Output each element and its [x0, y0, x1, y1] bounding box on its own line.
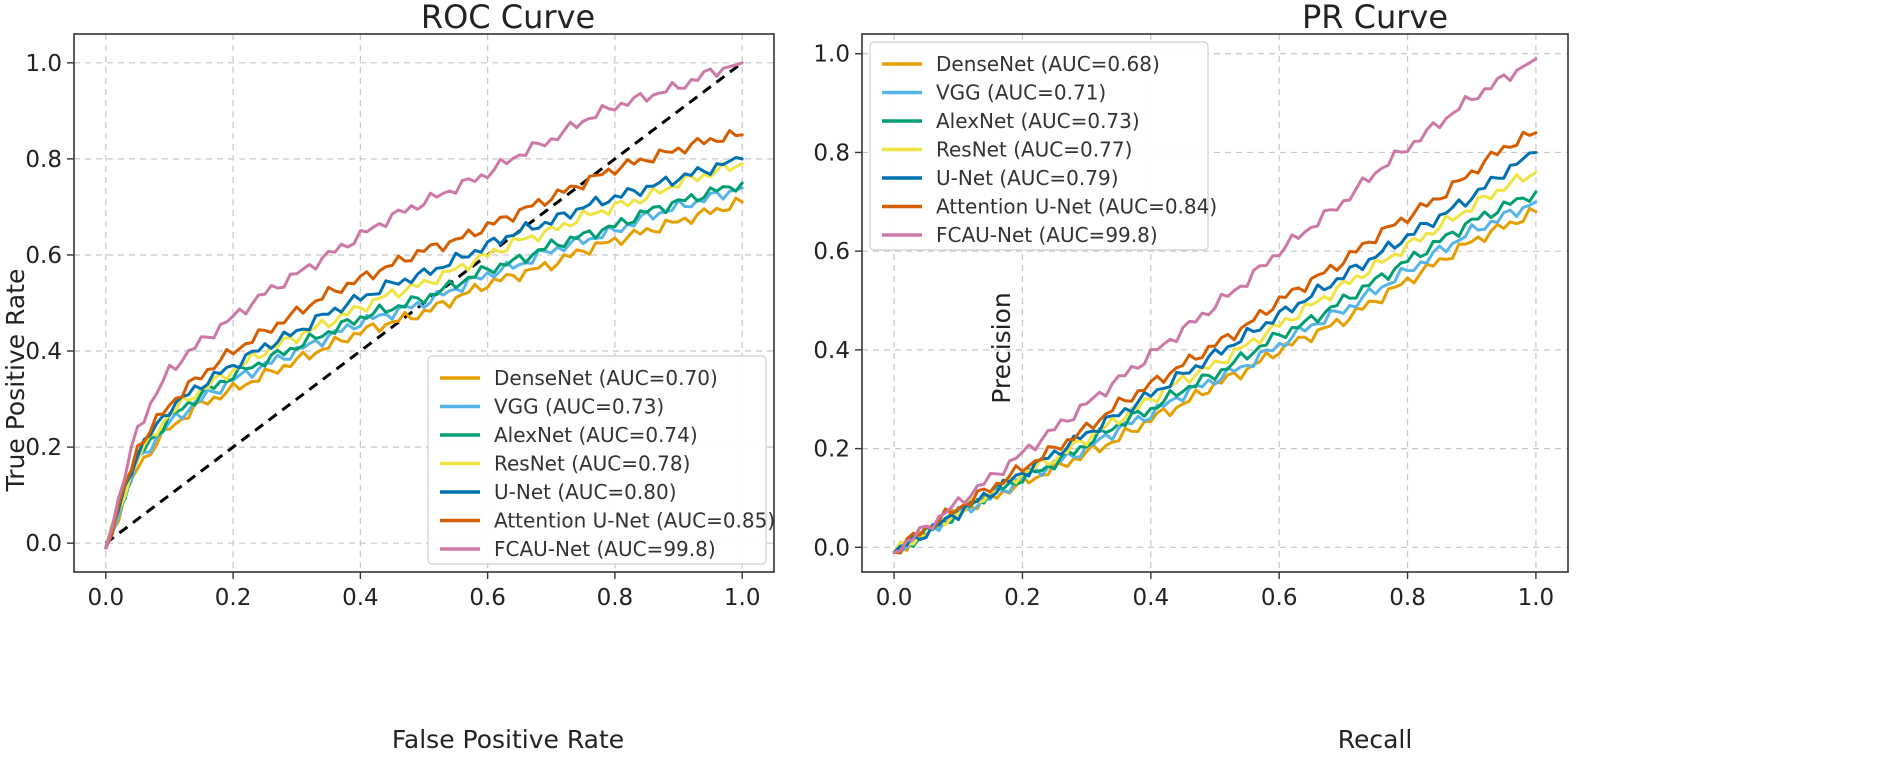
roc-xtick-3: 0.6	[469, 585, 506, 611]
roc-ytick-1: 0.2	[25, 435, 62, 461]
pr-axes-frame	[861, 33, 1569, 573]
roc-ylabel: True Positive Rate	[1, 269, 30, 493]
roc-series-line-0	[104, 196, 744, 550]
roc-ytick-3: 0.6	[25, 243, 62, 269]
roc-legend-label-4: U-Net (AUC=0.80)	[494, 480, 677, 504]
roc-xtick-0: 0.0	[88, 585, 125, 611]
roc-ytick-2: 0.4	[25, 339, 62, 365]
roc-panel: ROC Curve False Positive Rate True Posit…	[1, 0, 775, 754]
pr-series-line-1	[892, 200, 1538, 554]
pr-xtick-4: 0.8	[1389, 585, 1426, 611]
roc-series-line-1	[104, 186, 744, 550]
pr-ylabel: Precision	[987, 292, 1016, 404]
roc-xtick-5: 1.0	[724, 585, 761, 611]
roc-legend-label-1: VGG (AUC=0.73)	[494, 395, 664, 419]
pr-legend-box	[869, 41, 1209, 251]
pr-ytick-0: 0.0	[813, 535, 850, 561]
pr-panel: PR Curve Recall Precision 0.0 0.2 0.4 0.…	[813, 0, 1569, 754]
roc-title: ROC Curve	[421, 0, 595, 36]
pr-tick-labels: 0.0 0.2 0.4 0.6 0.8 1.0 0.0 0.2 0.4 0.6 …	[813, 42, 1554, 611]
pr-legend-label-0: DenseNet (AUC=0.68)	[936, 52, 1160, 76]
roc-xlabel: False Positive Rate	[392, 725, 624, 754]
pr-series-line-0	[892, 206, 1538, 554]
roc-tick-labels: 0.0 0.2 0.4 0.6 0.8 1.0 0.0 0.2 0.4 0.6 …	[25, 51, 760, 611]
roc-series-line-3	[104, 161, 744, 550]
roc-legend: DenseNet (AUC=0.70) VGG (AUC=0.73) AlexN…	[427, 355, 775, 565]
pr-legend-label-6: FCAU-Net (AUC=99.8)	[936, 223, 1158, 247]
pr-ytick-2: 0.4	[813, 338, 850, 364]
roc-axes-frame	[73, 33, 775, 573]
roc-series-line-6	[104, 61, 744, 550]
pr-series-line-5	[892, 130, 1538, 555]
pr-xtick-2: 0.4	[1133, 585, 1170, 611]
roc-legend-label-0: DenseNet (AUC=0.70)	[494, 366, 718, 390]
roc-xtick-2: 0.4	[342, 585, 379, 611]
pr-xlabel: Recall	[1338, 725, 1413, 754]
roc-ytick-5: 1.0	[25, 51, 62, 77]
pr-ytick-4: 0.8	[813, 140, 850, 166]
roc-legend-label-6: FCAU-Net (AUC=99.8)	[494, 537, 716, 561]
pr-ytick-3: 0.6	[813, 239, 850, 265]
roc-legend-box	[427, 355, 767, 565]
pr-legend-label-1: VGG (AUC=0.71)	[936, 81, 1106, 105]
roc-legend-label-3: ResNet (AUC=0.78)	[494, 452, 690, 476]
roc-xtick-1: 0.2	[215, 585, 252, 611]
roc-series-group	[104, 61, 744, 550]
pr-xtick-3: 0.6	[1261, 585, 1298, 611]
pr-title: PR Curve	[1302, 0, 1448, 36]
pr-xtick-5: 1.0	[1518, 585, 1555, 611]
pr-xtick-0: 0.0	[876, 585, 913, 611]
pr-ytick-1: 0.2	[813, 437, 850, 463]
pr-legend-label-4: U-Net (AUC=0.79)	[936, 166, 1119, 190]
pr-legend: DenseNet (AUC=0.68) VGG (AUC=0.71) AlexN…	[869, 41, 1217, 251]
roc-series-line-4	[104, 156, 744, 550]
pr-xtick-1: 0.2	[1004, 585, 1041, 611]
roc-series-line-2	[104, 181, 744, 550]
pr-legend-label-2: AlexNet (AUC=0.73)	[936, 109, 1140, 133]
pr-legend-label-5: Attention U-Net (AUC=0.84)	[936, 195, 1217, 219]
roc-ytick-0: 0.0	[25, 531, 62, 557]
pr-series-group	[892, 57, 1538, 555]
roc-legend-label-5: Attention U-Net (AUC=0.85)	[494, 509, 775, 533]
roc-legend-label-2: AlexNet (AUC=0.74)	[494, 423, 698, 447]
roc-ytick-4: 0.8	[25, 147, 62, 173]
roc-xtick-4: 0.8	[597, 585, 634, 611]
pr-ytick-5: 1.0	[813, 42, 850, 68]
pr-series-line-6	[892, 57, 1538, 554]
roc-series-line-5	[104, 129, 744, 550]
pr-legend-label-3: ResNet (AUC=0.77)	[936, 138, 1132, 162]
